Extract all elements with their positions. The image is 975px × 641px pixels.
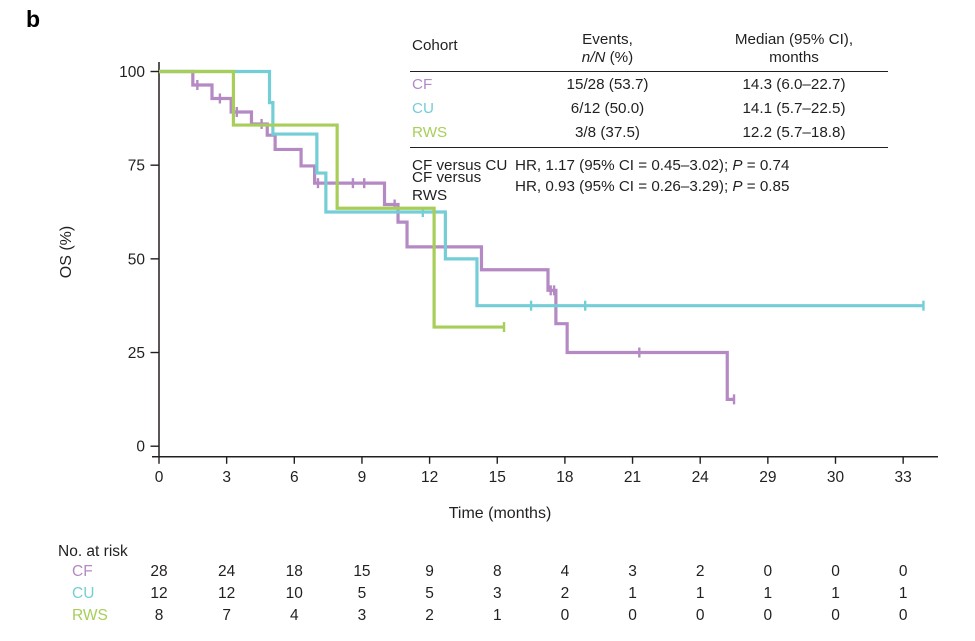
risk-row-label: CF [72, 563, 93, 580]
median-value: 14.3 (6.0–22.7) [742, 76, 846, 93]
risk-value: 0 [628, 607, 637, 624]
col-header-events: Events, n/N (%) [581, 31, 634, 66]
risk-row-label: CU [72, 585, 95, 602]
x-tick-label: 21 [624, 469, 641, 486]
table-row: CF 15/28 (53.7) 14.3 (6.0–22.7) [410, 73, 888, 97]
x-tick-label: 24 [692, 469, 710, 486]
x-tick-label: 0 [155, 469, 164, 486]
risk-value: 4 [289, 607, 299, 624]
y-tick-label: 25 [128, 345, 145, 362]
risk-value: 8 [492, 563, 502, 580]
x-tick-label: 3 [222, 469, 231, 486]
y-axis-title: OS (%) [58, 225, 75, 279]
risk-value: 7 [222, 607, 231, 624]
risk-row-label: RWS [72, 607, 108, 624]
y-tick-label: 100 [119, 64, 145, 81]
risk-value: 12 [218, 585, 236, 602]
risk-value: 10 [285, 585, 303, 602]
risk-value: 1 [763, 585, 773, 602]
risk-value: 24 [218, 563, 236, 580]
risk-value: 1 [831, 585, 840, 602]
x-tick-label: 9 [358, 469, 367, 486]
risk-value: 1 [628, 585, 637, 602]
risk-value: 28 [150, 563, 168, 580]
hr-row: CF versus CU HR, 1.17 (95% CI = 0.45–3.0… [412, 156, 790, 174]
median-value: 12.2 (5.7–18.8) [742, 124, 846, 141]
stats-table-header: Cohort Events, n/N (%) Median (95% CI), … [410, 20, 888, 72]
col-header-cohort: Cohort [412, 36, 458, 54]
x-tick-label: 6 [290, 469, 299, 486]
x-tick-label: 33 [895, 469, 912, 486]
risk-value: 18 [285, 563, 303, 580]
km-curve-cu [159, 69, 924, 308]
risk-value: 2 [560, 585, 570, 602]
y-tick-label: 50 [128, 251, 146, 268]
stats-table-body: CF 15/28 (53.7) 14.3 (6.0–22.7) CU 6/12 … [410, 72, 888, 148]
risk-value: 0 [560, 607, 570, 624]
x-tick-label: 15 [489, 469, 506, 486]
risk-value: 9 [425, 563, 434, 580]
risk-value: 3 [492, 585, 502, 602]
risk-value: 1 [898, 585, 908, 602]
cohort-name: RWS [412, 124, 448, 141]
risk-value: 0 [898, 607, 908, 624]
km-curve-rws [159, 69, 505, 329]
risk-value: 0 [831, 563, 840, 580]
risk-value: 0 [763, 607, 773, 624]
risk-table-title: No. at risk [58, 543, 128, 560]
table-row: CU 6/12 (50.0) 14.1 (5.7–22.5) [410, 97, 888, 121]
risk-value: 3 [628, 563, 637, 580]
x-tick-label: 12 [421, 469, 438, 486]
risk-value: 4 [560, 563, 570, 580]
cohort-name: CF [412, 76, 433, 93]
risk-value: 0 [831, 607, 840, 624]
risk-value: 0 [695, 607, 705, 624]
risk-value: 3 [357, 607, 367, 624]
y-tick-label: 0 [136, 439, 145, 456]
events-value: 15/28 (53.7) [566, 76, 649, 93]
events-value: 3/8 (37.5) [574, 124, 640, 141]
risk-value: 1 [492, 607, 502, 624]
risk-value: 2 [425, 607, 434, 624]
risk-value: 0 [763, 563, 773, 580]
x-tick-label: 30 [827, 469, 845, 486]
table-row: RWS 3/8 (37.5) 12.2 (5.7–18.8) [410, 121, 888, 145]
risk-value: 8 [154, 607, 164, 624]
hr-row: CF versus RWS HR, 0.93 (95% CI = 0.26–3.… [412, 169, 790, 205]
stats-table: Cohort Events, n/N (%) Median (95% CI), … [410, 20, 888, 205]
events-value: 6/12 (50.0) [570, 100, 645, 117]
x-tick-label: 29 [759, 469, 776, 486]
panel-label: b [26, 6, 41, 32]
risk-value: 5 [425, 585, 434, 602]
risk-value: 15 [353, 563, 371, 580]
cohort-name: CU [412, 100, 434, 117]
y-tick-label: 75 [128, 158, 145, 175]
risk-value: 5 [357, 585, 367, 602]
risk-value: 0 [898, 563, 908, 580]
risk-value: 1 [695, 585, 705, 602]
risk-value: 2 [695, 563, 705, 580]
x-tick-label: 18 [556, 469, 573, 486]
hazard-ratio-rows: CF versus CU HR, 1.17 (95% CI = 0.45–3.0… [410, 155, 888, 205]
x-axis-title: Time (months) [448, 505, 552, 522]
risk-value: 12 [150, 585, 168, 602]
col-header-median: Median (95% CI), months [734, 31, 854, 66]
median-value: 14.1 (5.7–22.5) [742, 100, 846, 117]
